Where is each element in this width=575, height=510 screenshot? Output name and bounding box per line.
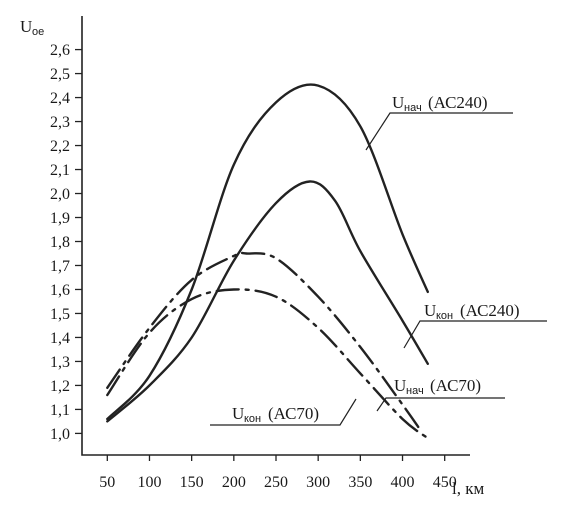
series-label-subscript: кон — [244, 413, 261, 425]
series-label-main: U — [394, 376, 406, 395]
curve-unach-ac240 — [106, 83, 429, 421]
series-label-main: U — [392, 93, 404, 112]
series-label-subscript: кон — [436, 310, 453, 322]
x-tick-label: 300 — [306, 474, 330, 491]
series-label-rest: (АС240) — [460, 301, 520, 320]
leader-line-unach-ac70 — [376, 397, 505, 412]
curves — [106, 83, 429, 440]
curve-ukon-ac70 — [106, 288, 429, 440]
y-tick-label: 1,6 — [50, 282, 70, 299]
y-tick-label: 2,2 — [50, 138, 70, 155]
y-tick-label: 1,0 — [50, 426, 70, 443]
x-ticks: 50 100 150 200 250 300 350 400 450 — [99, 455, 457, 491]
y-tick-label: 2,3 — [50, 114, 70, 131]
curve-ukon-ac240 — [106, 180, 429, 423]
series-label-unach-ac70: U нач (АС70) — [394, 376, 481, 397]
y-axis-title-main: U — [20, 17, 32, 36]
y-tick-label: 1,9 — [50, 210, 70, 227]
series-label-rest: (АС70) — [430, 376, 481, 395]
series-label-ukon-ac70: U кон (АС70) — [232, 404, 319, 425]
y-tick-label: 1,4 — [50, 330, 70, 347]
x-axis-title: l, км — [452, 479, 484, 498]
x-tick-label: 250 — [264, 474, 288, 491]
series-label-rest: (АС240) — [428, 93, 488, 112]
series-label-unach-ac240: U нач (АС240) — [392, 93, 488, 114]
y-tick-label: 1,2 — [50, 378, 70, 395]
y-axis-title: U ое — [20, 17, 44, 38]
leader-line-unach-ac240 — [365, 112, 513, 151]
x-tick-label: 150 — [180, 474, 204, 491]
x-tick-label: 100 — [137, 474, 161, 491]
y-axis-line — [81, 16, 470, 456]
series-labels: U нач (АС240) U кон (АС240) U нач (АС70)… — [210, 93, 547, 426]
leader-line-ukon-ac70 — [210, 398, 357, 426]
y-tick-label: 2,6 — [50, 42, 70, 59]
series-label-main: U — [424, 301, 436, 320]
x-tick-label: 200 — [222, 474, 246, 491]
axes — [81, 16, 470, 456]
x-tick-label: 50 — [99, 474, 115, 491]
series-label-main: U — [232, 404, 244, 423]
y-tick-label: 1,1 — [50, 402, 70, 419]
series-label-rest: (АС70) — [268, 404, 319, 423]
y-tick-label: 2,1 — [50, 162, 70, 179]
series-label-ukon-ac240: U кон (АС240) — [424, 301, 520, 322]
y-tick-label: 1,8 — [50, 234, 70, 251]
x-tick-label: 350 — [348, 474, 372, 491]
y-tick-label: 2,0 — [50, 186, 70, 203]
y-tick-label: 1,7 — [50, 258, 70, 275]
y-tick-label: 2,4 — [50, 90, 70, 107]
y-axis-title-subscript: ое — [32, 26, 44, 38]
y-tick-label: 2,5 — [50, 66, 70, 83]
series-label-subscript: нач — [404, 102, 422, 114]
y-ticks: 1,0 1,1 1,2 1,3 1,4 1,5 1,6 1,7 1,8 1,9 2,0 2,1 2,2 2… — [50, 42, 82, 443]
x-tick-label: 400 — [391, 474, 415, 491]
leader-line-ukon-ac240 — [403, 320, 547, 349]
series-label-subscript: нач — [406, 385, 424, 397]
x-tick-label: 450 — [433, 474, 457, 491]
y-tick-label: 1,5 — [50, 306, 70, 323]
curve-unach-ac70 — [106, 251, 421, 430]
y-tick-label: 1,3 — [50, 354, 70, 371]
